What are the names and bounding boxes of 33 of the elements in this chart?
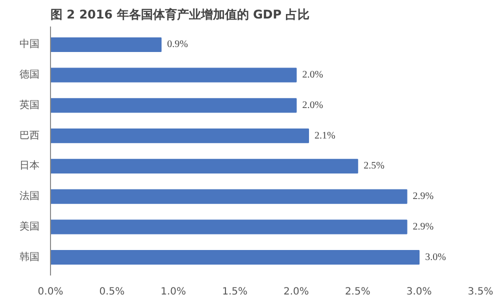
bar (50, 68, 297, 82)
x-tick-label: 1.5% (222, 286, 248, 298)
data-label: 2.1% (314, 130, 336, 142)
data-label: 2.0% (302, 100, 324, 111)
y-tick-label: 中国 (20, 38, 40, 50)
bar (50, 37, 162, 52)
data-label: 3.0% (425, 252, 446, 263)
x-tick-label: 2.5% (344, 286, 370, 298)
bar (50, 98, 297, 113)
x-tick-label: 0.5% (99, 286, 125, 298)
bar (50, 189, 408, 204)
data-label: 2.0% (302, 70, 324, 81)
y-tick-label: 巴西 (20, 130, 40, 142)
x-tick-label: 0.0% (38, 286, 64, 298)
chart-title: 图 2 2016 年各国体育产业增加值的 GDP 占比 (50, 8, 310, 22)
bar (50, 158, 358, 174)
x-tick-label: 3.5% (468, 286, 494, 298)
x-tick-label: 1.0% (160, 286, 186, 298)
y-tick-label: 韩国 (20, 250, 40, 263)
data-label: 0.9% (167, 39, 188, 50)
y-tick-label: 英国 (20, 98, 40, 111)
data-label: 2.9% (412, 191, 434, 202)
data-label: 2.5% (364, 160, 384, 172)
y-tick-label: 美国 (20, 220, 40, 232)
y-tick-label: 日本 (20, 160, 40, 172)
bar (50, 220, 408, 234)
bar (50, 128, 309, 144)
y-tick-label: 德国 (20, 70, 40, 81)
y-tick-label: 法国 (20, 190, 40, 202)
x-tick-label: 2.0% (284, 286, 309, 298)
bar (50, 250, 420, 265)
x-tick-label: 3.0% (406, 286, 432, 298)
data-label: 2.9% (412, 221, 434, 232)
